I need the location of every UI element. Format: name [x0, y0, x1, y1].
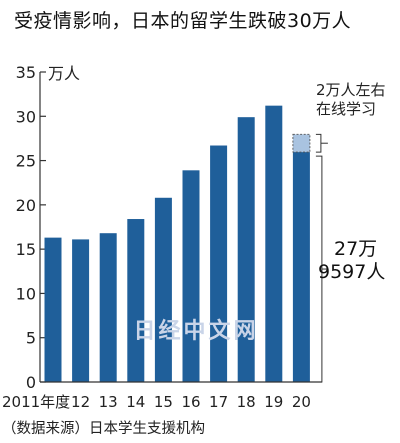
total-label-line-2: 9597人 — [318, 261, 385, 283]
x-tick-label: 17 — [209, 393, 228, 411]
bar-2020 — [292, 152, 310, 382]
online-note-line-2: 在线学习 — [316, 100, 376, 118]
bar-8 — [265, 105, 283, 383]
bars — [44, 105, 311, 383]
bar-7 — [237, 117, 255, 383]
bar-6 — [210, 145, 228, 382]
online-bracket — [315, 133, 322, 153]
data-source-note: （数据来源）日本学生支援机构 — [2, 421, 205, 437]
x-axis: 2011年度 12 13 14 15 16 17 18 19 20 — [2, 381, 322, 411]
total-label-line-1: 27万 — [334, 238, 377, 260]
y-tick-label: 10 — [16, 284, 36, 303]
x-tick-label: 18 — [237, 393, 256, 411]
x-tick-label: 19 — [264, 393, 283, 411]
y-axis-unit-label: 万人 — [48, 64, 80, 83]
y-tick-label: 0 — [26, 373, 36, 392]
online-note-line-1: 2万人左右 — [316, 81, 386, 99]
bar-5 — [182, 170, 200, 382]
x-tick-label: 13 — [99, 393, 118, 411]
bar-1 — [72, 239, 90, 382]
y-tick-label: 5 — [26, 329, 36, 348]
bar-4 — [154, 197, 172, 382]
chart-title: 受疫情影响，日本的留学生跌破30万人 — [14, 10, 352, 32]
y-tick-label: 30 — [16, 107, 36, 126]
x-tick-label: 12 — [71, 393, 90, 411]
y-tick-label: 35 — [16, 63, 36, 82]
y-tick-label: 20 — [16, 196, 36, 215]
x-tick-label: 16 — [181, 393, 200, 411]
x-tick-label: 20 — [292, 393, 311, 411]
bar-2020-online-segment — [292, 133, 311, 153]
bar-2 — [99, 233, 117, 382]
y-tick-label: 25 — [16, 152, 36, 171]
y-tick-label: 15 — [16, 240, 36, 259]
bar-3 — [127, 219, 145, 382]
x-tick-label: 14 — [126, 393, 145, 411]
y-axis: 0 5 10 15 20 25 30 35 万人 — [16, 63, 80, 392]
watermark: 日经中文网 — [133, 318, 258, 344]
bar-0 — [44, 237, 62, 382]
x-tick-label: 2011年度 — [2, 393, 70, 411]
x-tick-label: 15 — [154, 393, 173, 411]
